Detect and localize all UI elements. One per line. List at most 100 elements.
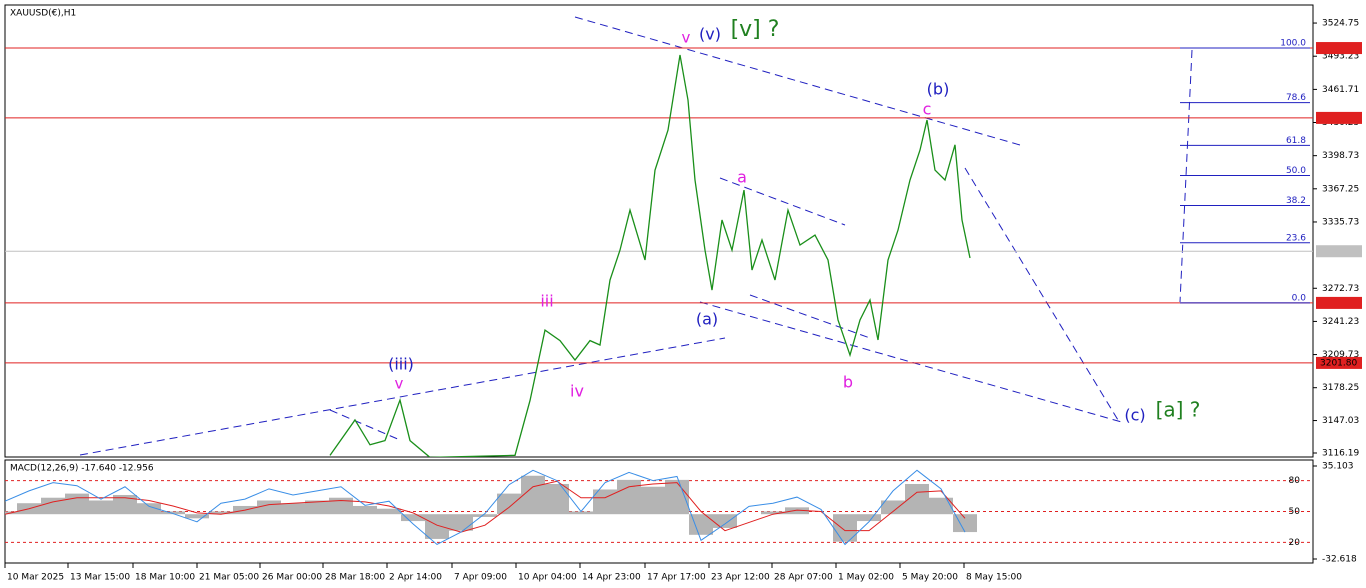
macd-bar xyxy=(617,479,641,515)
macd-line xyxy=(5,469,966,546)
macd-bar xyxy=(353,505,377,515)
macd-title: MACD(12,26,9) -17.640 -12.956 xyxy=(10,464,154,474)
x-tick-label: 1 May 02:00 xyxy=(838,573,894,583)
macd-bar xyxy=(305,500,329,515)
macd-bar xyxy=(761,511,785,515)
x-tick-label: 10 Mar 2025 xyxy=(7,573,64,583)
macd-bar xyxy=(257,500,281,515)
x-tick-label: 28 Mar 18:00 xyxy=(325,573,385,583)
y-tick-label: 3178.25 xyxy=(1322,383,1359,393)
macd-bar xyxy=(641,486,665,515)
x-tick-label: 2 Apr 14:00 xyxy=(389,573,442,583)
y2-tick-label: 50 xyxy=(1289,507,1301,517)
macd-bar xyxy=(713,514,737,528)
price-line xyxy=(329,54,971,457)
macd-bar xyxy=(137,503,161,515)
chart-title: XAUUSD(€),H1 xyxy=(10,9,76,19)
level-tag xyxy=(1316,42,1362,55)
wave-label: (iii) xyxy=(388,355,414,374)
wave-label: b xyxy=(843,373,853,392)
macd-bar xyxy=(281,503,305,515)
fib-label: 23.6 xyxy=(1286,233,1306,243)
wave-label: iii xyxy=(540,292,553,311)
macd-bar xyxy=(881,500,905,515)
macd-bar xyxy=(497,493,521,515)
price-series xyxy=(329,54,971,457)
macd-bar xyxy=(833,514,857,542)
y-tick-label: 3241.23 xyxy=(1322,317,1359,327)
fib-label: 0.0 xyxy=(1292,293,1307,303)
level-label: 3201.80 xyxy=(1320,358,1357,368)
macd-bar xyxy=(185,514,209,519)
x-tick-label: 13 Mar 15:00 xyxy=(70,573,130,583)
macd-bar xyxy=(65,493,89,515)
y-tick-label: 3367.25 xyxy=(1322,184,1359,194)
macd-bar xyxy=(329,497,353,515)
y-tick-label: 3147.03 xyxy=(1322,416,1359,426)
y-tick-label: 3524.75 xyxy=(1322,19,1359,29)
macd-bar xyxy=(113,494,137,515)
fib-label: 100.0 xyxy=(1280,39,1306,49)
x-tick-label: 23 Apr 12:00 xyxy=(711,573,770,583)
level-tag xyxy=(1316,111,1362,124)
macd-bar xyxy=(953,514,977,533)
y2-tick-label: 80 xyxy=(1289,476,1301,486)
x-tick-label: 5 May 20:00 xyxy=(902,573,958,583)
macd-bar xyxy=(665,479,689,515)
macd-bar xyxy=(785,507,809,515)
macd-bar xyxy=(569,511,593,515)
trendlines xyxy=(79,16,1193,456)
y-tick-label: 3493.23 xyxy=(1322,52,1359,62)
macd-bar xyxy=(857,514,881,522)
wave-label: (c) xyxy=(1124,406,1145,425)
wave-label: iv xyxy=(570,382,584,401)
y-tick-label: 35.103 xyxy=(1322,461,1354,471)
macd-bar xyxy=(401,514,425,522)
macd-bar xyxy=(689,514,713,535)
macd-line xyxy=(5,480,966,533)
wave-label: v xyxy=(682,29,691,47)
macd-series xyxy=(5,469,977,546)
x-tick-label: 8 May 15:00 xyxy=(966,573,1022,583)
x-tick-label: 17 Apr 17:00 xyxy=(647,573,706,583)
main-panel xyxy=(4,4,1314,458)
wave-label: c xyxy=(923,100,932,119)
macd-bar xyxy=(449,514,473,531)
macd-bar xyxy=(521,475,545,515)
macd-bar xyxy=(473,514,497,517)
macd-bar xyxy=(209,511,233,515)
y-tick-label: 3461.71 xyxy=(1322,85,1359,95)
y-tick-label: 3272.73 xyxy=(1322,284,1359,294)
level-tag xyxy=(1316,296,1362,309)
x-tick-label: 18 Mar 10:00 xyxy=(135,573,195,583)
macd-bar xyxy=(377,508,401,515)
y2-tick-label: 20 xyxy=(1289,538,1301,548)
x-tick-label: 7 Apr 09:00 xyxy=(454,573,507,583)
y-tick-label: 3335.73 xyxy=(1322,217,1359,227)
wave-label: [v] ? xyxy=(731,17,780,42)
macd-bar xyxy=(41,497,65,515)
wave-label: (a) xyxy=(696,310,718,329)
wave-label: [a] ? xyxy=(1156,398,1201,422)
level-tag xyxy=(1316,356,1362,369)
wave-label: v xyxy=(395,375,404,393)
y-tick-label: 3116.19 xyxy=(1322,449,1359,459)
wave-label: (b) xyxy=(927,80,950,99)
fib-label: 38.2 xyxy=(1286,196,1306,206)
macd-bar xyxy=(545,483,569,515)
x-tick-label: 28 Apr 07:00 xyxy=(774,573,833,583)
y-tick-label: -32.618 xyxy=(1322,555,1357,565)
macd-bar xyxy=(425,514,449,539)
y-tick-label: 3209.73 xyxy=(1322,350,1359,360)
y-tick-label: 3398.73 xyxy=(1322,151,1359,161)
wave-label: (v) xyxy=(699,25,721,44)
level-tag xyxy=(1316,245,1362,258)
fib-label: 78.6 xyxy=(1286,93,1306,103)
fib-label: 50.0 xyxy=(1286,166,1306,176)
x-tick-label: 21 Mar 05:00 xyxy=(199,573,259,583)
macd-bar xyxy=(929,497,953,515)
macd-bar xyxy=(161,511,185,515)
macd-bar xyxy=(89,500,113,515)
x-tick-label: 26 Mar 00:00 xyxy=(262,573,322,583)
